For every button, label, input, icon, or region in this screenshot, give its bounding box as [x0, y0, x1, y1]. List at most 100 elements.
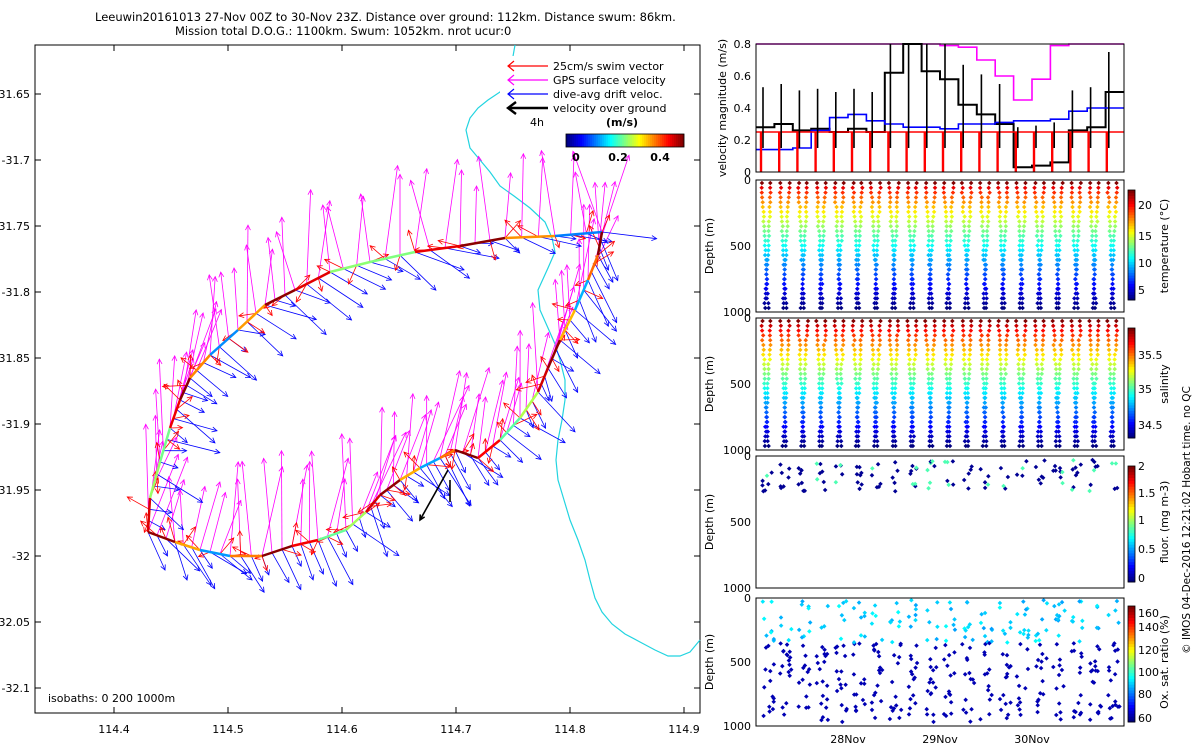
map-y-tick-label: 32.05 [0, 616, 30, 629]
gps-vector-head [239, 460, 246, 467]
profile-point [979, 342, 984, 348]
gps-vector [386, 430, 411, 491]
oxygen-point [1113, 702, 1118, 708]
salinity-scatter [759, 318, 1120, 449]
profile-point [1055, 262, 1061, 267]
drift-vector [540, 383, 550, 401]
profile-point [1069, 328, 1075, 333]
drift-vector-head [603, 320, 610, 328]
profile-point [981, 238, 987, 243]
profile-point [893, 381, 898, 386]
gps-vector [281, 450, 283, 550]
gps-vector-head [344, 457, 350, 464]
profile-point [1060, 323, 1065, 329]
profile-point [1034, 219, 1039, 224]
oxygen-point [1017, 700, 1023, 705]
swim-vector-head [262, 564, 269, 572]
swim-vector-head [488, 466, 495, 473]
profile-point [891, 405, 897, 410]
swim-vector-head [445, 461, 451, 468]
profile-point [1078, 328, 1083, 333]
oxygen-point [1113, 699, 1118, 704]
profile-point [982, 414, 988, 420]
profile-point [1055, 410, 1060, 415]
profile-point [894, 219, 899, 224]
swim-vector [392, 466, 401, 481]
colorbar-cell [1128, 698, 1135, 703]
profile-point [778, 328, 783, 333]
oxygen-point [1035, 657, 1041, 663]
oxygen-point [924, 706, 929, 712]
profile-point [1109, 443, 1114, 449]
oxygen-point [1056, 701, 1062, 706]
colorbar-cell [1128, 280, 1135, 284]
profile-point [1056, 400, 1061, 406]
profile-point [999, 305, 1005, 311]
profile-point [804, 185, 809, 191]
profile-point [943, 219, 949, 224]
drift-vector-head [561, 392, 568, 399]
profile-point [1071, 366, 1077, 372]
fluorescence-point [966, 486, 971, 491]
gps-vector [454, 372, 468, 451]
profile-point [870, 333, 875, 338]
profile-point [1004, 337, 1009, 343]
profile-point [1095, 347, 1100, 353]
profile-point [890, 434, 896, 439]
profile-point [979, 362, 985, 367]
profile-point [890, 438, 896, 444]
profile-point [762, 386, 767, 391]
profile-point [834, 366, 839, 372]
profile-point [1019, 300, 1025, 306]
drift-vector-head [417, 481, 425, 487]
profile-point [803, 342, 809, 348]
drift-vector-head [310, 315, 318, 321]
profile-point [815, 209, 820, 215]
colorbar-cell [1128, 283, 1135, 287]
swim-vector-head [504, 219, 511, 226]
fluorescence-point [1057, 465, 1063, 471]
oxygen-point [987, 712, 992, 717]
colorbar-cell [1128, 383, 1135, 387]
drift-vector [308, 541, 324, 575]
profile-point [978, 318, 984, 324]
profile-point [858, 223, 863, 229]
profile-point [802, 376, 808, 381]
drift-vector [406, 475, 424, 487]
profile-point [1112, 366, 1117, 372]
oxygen-point [804, 694, 809, 699]
temperature-cbar-tick: 15 [1138, 230, 1152, 243]
profile-point [983, 276, 988, 282]
fluorescence-point [760, 483, 765, 488]
profile-point [872, 419, 878, 425]
profile-point [765, 362, 771, 367]
profile-point [1077, 195, 1083, 200]
oxygen-point [858, 633, 864, 638]
profile-point [855, 419, 861, 425]
profile-point [798, 357, 803, 362]
oxygen-y-tick: 1000 [723, 720, 751, 733]
profile-point [905, 328, 911, 333]
profile-point [1054, 291, 1059, 296]
profile-point [948, 366, 953, 372]
profile-point [979, 352, 985, 357]
swim-vector [238, 312, 257, 317]
profile-point [838, 305, 844, 311]
profile-point [837, 386, 843, 391]
profile-point [1003, 219, 1008, 224]
profile-point [1070, 214, 1076, 219]
profile-point [965, 272, 970, 277]
profile-point [856, 305, 862, 311]
swim-vector-head [496, 421, 503, 428]
track-segment [158, 427, 172, 463]
profile-point [1075, 224, 1081, 229]
profile-point [985, 352, 990, 357]
profile-point [962, 214, 967, 219]
oxygen-point [908, 669, 914, 674]
drift-vector [369, 261, 404, 272]
profile-point [894, 357, 899, 362]
swim-vector-head [228, 537, 235, 544]
drift-vector [191, 547, 216, 589]
profile-point [1033, 337, 1039, 343]
oxygen-point [807, 620, 813, 625]
